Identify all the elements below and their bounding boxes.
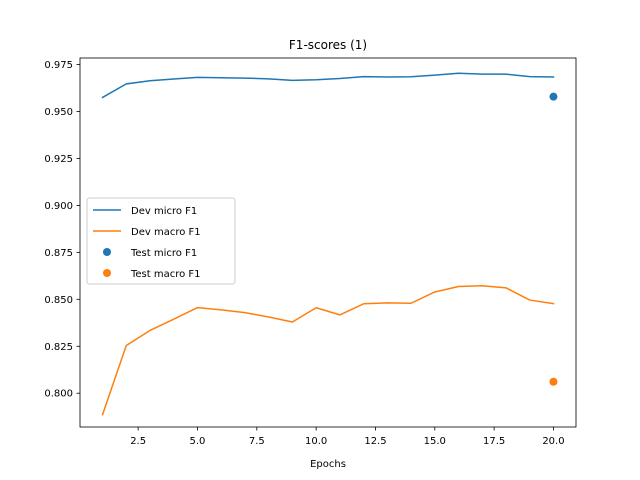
y-tick-label: 0.925 — [44, 154, 73, 165]
x-tick-label: 17.5 — [483, 436, 505, 447]
legend-label-test-micro-f1: Test micro F1 — [130, 248, 197, 259]
scatter-point-test-macro-f1 — [549, 377, 558, 386]
x-tick-label: 2.5 — [130, 436, 146, 447]
x-tick-label: 15.0 — [424, 436, 446, 447]
x-tick-label: 12.5 — [364, 436, 386, 447]
legend-label-dev-macro-f1: Dev macro F1 — [131, 227, 201, 238]
legend: Dev micro F1 Dev macro F1 Test micro F1 Tes… — [86, 197, 236, 285]
scatter-point-test-micro-f1 — [549, 92, 558, 101]
x-tick-label: 5.0 — [190, 436, 206, 447]
y-tick-label: 0.875 — [44, 248, 73, 259]
series-line-dev-micro-f1 — [101, 72, 555, 99]
legend-swatch-test-macro-f1 — [103, 269, 111, 277]
legend-label-dev-micro-f1: Dev micro F1 — [131, 206, 197, 217]
y-tick-label: 0.825 — [44, 342, 73, 353]
y-axis: 0.800 0.825 0.850 0.875 0.900 0.925 0.950 0.975 — [44, 60, 80, 400]
x-tick-label: 20.0 — [542, 436, 564, 447]
legend-label-test-macro-f1: Test macro F1 — [130, 269, 201, 280]
x-axis: 2.5 5.0 7.5 10.0 12.5 15.0 17.5 20.0 — [130, 427, 565, 447]
y-tick-label: 0.850 — [44, 295, 73, 306]
y-tick-label: 0.950 — [44, 107, 73, 118]
series-line-dev-macro-f1 — [101, 285, 555, 416]
x-tick-label: 10.0 — [305, 436, 327, 447]
x-tick-label: 7.5 — [249, 436, 265, 447]
axes-frame — [79, 57, 577, 428]
y-tick-label: 0.975 — [44, 60, 73, 71]
legend-box — [86, 197, 236, 285]
legend-swatch-test-micro-f1 — [103, 248, 111, 256]
y-tick-label: 0.800 — [44, 389, 73, 400]
x-axis-label: Epochs — [310, 459, 346, 470]
plot-area — [101, 72, 558, 416]
y-tick-label: 0.900 — [44, 201, 73, 212]
chart-title: F1-scores (1) — [289, 38, 367, 52]
